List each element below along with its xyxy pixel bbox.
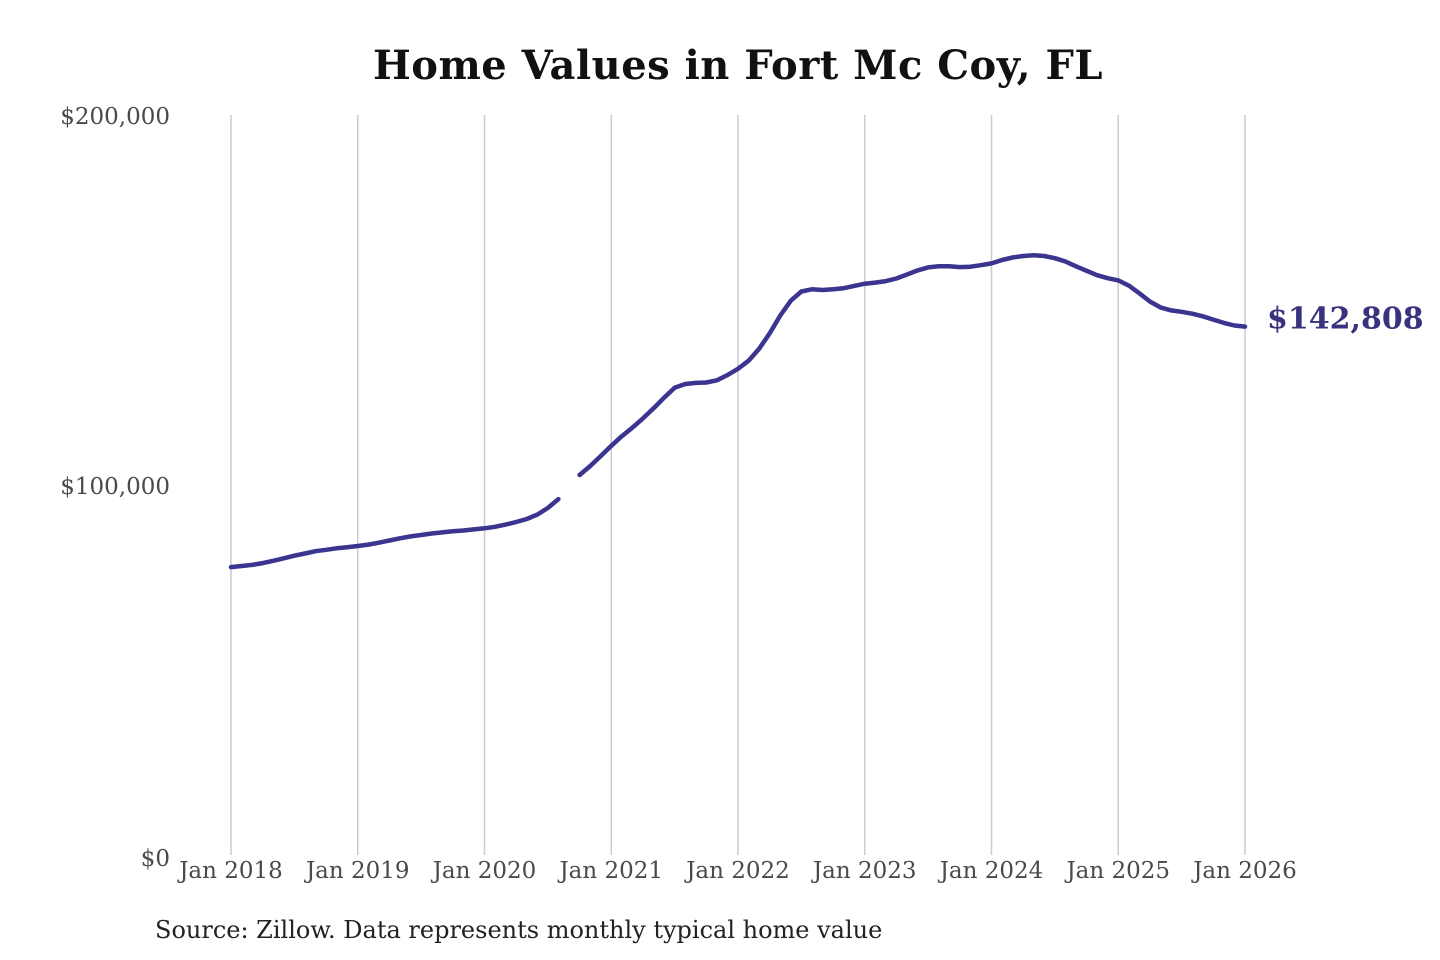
x-axis-tick-label: Jan 2019 <box>305 858 410 884</box>
y-axis-tick-label: $100,000 <box>60 474 170 500</box>
x-axis-tick-label: Jan 2024 <box>939 858 1044 884</box>
x-axis-tick-label: Jan 2020 <box>432 858 537 884</box>
current-value-label: $142,808 <box>1267 301 1424 337</box>
home-value-line <box>228 252 1248 570</box>
x-axis-tick-label: Jan 2021 <box>559 858 664 884</box>
x-axis-tick-label: Jan 2018 <box>179 858 283 884</box>
source-note: Source: Zillow. Data represents monthly … <box>155 916 883 944</box>
x-axis-tick-label: Jan 2022 <box>686 858 790 884</box>
y-axis-tick-label: $0 <box>140 846 170 872</box>
x-axis-tick-label: Jan 2026 <box>1193 858 1297 884</box>
x-axis-tick-label: Jan 2023 <box>812 858 917 884</box>
y-axis-tick-label: $200,000 <box>60 104 170 130</box>
chart-title: Home Values in Fort Mc Coy, FL <box>372 42 1104 89</box>
x-axis-tick-label: Jan 2025 <box>1066 858 1171 884</box>
